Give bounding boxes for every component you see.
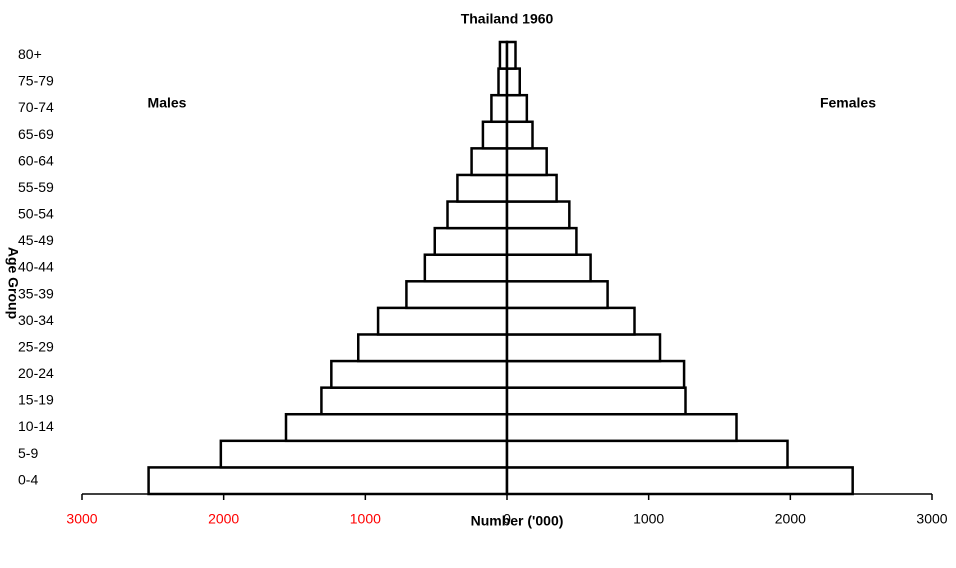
y-tick-label: 40-44: [18, 259, 54, 275]
y-tick-label: 65-69: [18, 126, 54, 142]
bar: [490, 93, 509, 124]
bar: [405, 280, 509, 310]
bar: [505, 359, 686, 389]
x-tick-label: 2000: [208, 511, 239, 527]
y-tick-label: 10-14: [18, 418, 54, 434]
bar: [505, 200, 571, 230]
bar: [470, 147, 509, 177]
bar: [505, 306, 636, 336]
y-tick-label: 55-59: [18, 179, 54, 195]
bar: [320, 386, 509, 416]
y-tick-label: 60-64: [18, 152, 54, 168]
bar: [481, 120, 509, 150]
y-tick-label: 75-79: [18, 73, 54, 89]
legend-label: Females: [820, 95, 876, 111]
bar: [505, 412, 738, 443]
bar: [505, 147, 548, 177]
bar: [505, 40, 517, 70]
x-tick-label: 1000: [633, 511, 664, 527]
bar: [284, 412, 509, 443]
bar: [423, 253, 509, 283]
bar: [376, 306, 509, 336]
bar: [357, 333, 509, 363]
bar: [433, 226, 509, 256]
y-axis-label: Age Group: [5, 247, 21, 319]
x-tick-label: 1000: [350, 511, 381, 527]
y-tick-label: 45-49: [18, 232, 54, 248]
bar: [505, 120, 534, 150]
chart-title: Thailand 1960: [461, 11, 554, 27]
y-tick-label: 0-4: [18, 471, 38, 487]
bar: [505, 67, 521, 97]
bar: [505, 280, 609, 310]
x-axis-label: Number ('000): [471, 513, 564, 529]
x-tick-label: 0: [503, 511, 511, 527]
x-tick-label: 2000: [775, 511, 806, 527]
y-tick-label: 35-39: [18, 285, 54, 301]
bar: [505, 173, 558, 203]
bar: [505, 466, 854, 496]
bar: [456, 173, 509, 203]
x-tick-label: 3000: [66, 511, 97, 527]
bar: [497, 67, 509, 97]
bar: [505, 226, 578, 256]
y-tick-label: 50-54: [18, 206, 54, 222]
y-tick-label: 70-74: [18, 99, 54, 115]
bar: [330, 359, 509, 389]
y-tick-label: 30-34: [18, 312, 54, 328]
bar: [505, 386, 687, 416]
bar: [147, 466, 509, 496]
bar: [446, 200, 509, 230]
y-tick-label: 20-24: [18, 365, 54, 381]
bar: [505, 439, 789, 469]
x-tick-label: 3000: [916, 511, 947, 527]
bar: [505, 93, 529, 124]
y-tick-label: 15-19: [18, 392, 54, 408]
y-tick-label: 25-29: [18, 338, 54, 354]
legend-label: Males: [148, 95, 187, 111]
y-tick-label: 5-9: [18, 445, 38, 461]
bar: [219, 439, 509, 469]
bar: [505, 253, 592, 283]
bar: [505, 333, 662, 363]
y-tick-label: 80+: [18, 46, 42, 62]
